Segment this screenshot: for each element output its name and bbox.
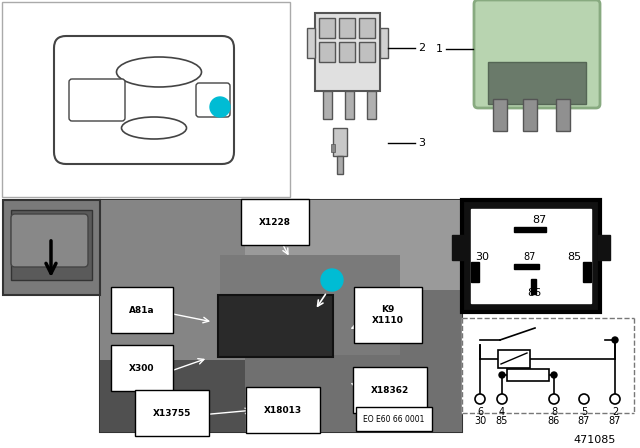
Bar <box>100 360 245 432</box>
Bar <box>514 264 539 269</box>
Bar <box>339 42 355 62</box>
Bar <box>359 18 375 38</box>
Bar <box>471 209 591 303</box>
Bar <box>523 99 537 131</box>
Text: 4: 4 <box>499 407 505 417</box>
Bar <box>319 42 335 62</box>
Text: 5: 5 <box>581 407 587 417</box>
Circle shape <box>612 337 618 343</box>
Circle shape <box>551 372 557 378</box>
Bar <box>462 318 634 413</box>
Text: 1: 1 <box>328 275 336 285</box>
Text: X13755: X13755 <box>153 409 191 418</box>
Circle shape <box>549 394 559 404</box>
Bar <box>359 42 375 62</box>
Bar <box>323 91 332 119</box>
Text: 87: 87 <box>532 215 546 225</box>
Bar <box>339 18 355 38</box>
Circle shape <box>610 394 620 404</box>
Text: X300: X300 <box>129 363 155 372</box>
Bar <box>100 200 245 432</box>
Text: EO E60 66 0001: EO E60 66 0001 <box>364 414 425 423</box>
Text: 87: 87 <box>609 416 621 426</box>
Bar <box>315 13 380 91</box>
Text: 1: 1 <box>435 44 442 54</box>
Bar <box>3 200 100 295</box>
Circle shape <box>321 269 343 291</box>
Text: 2: 2 <box>612 407 618 417</box>
Text: X18013: X18013 <box>264 405 302 414</box>
Bar <box>100 200 462 432</box>
Bar <box>319 18 335 38</box>
FancyBboxPatch shape <box>69 79 125 121</box>
Bar <box>345 91 354 119</box>
Bar <box>11 210 92 280</box>
Bar <box>514 227 546 232</box>
Circle shape <box>497 394 507 404</box>
FancyBboxPatch shape <box>474 0 600 108</box>
Bar <box>331 144 335 152</box>
Circle shape <box>475 394 485 404</box>
Bar <box>556 99 570 131</box>
Text: X1228: X1228 <box>259 217 291 227</box>
Bar <box>367 91 376 119</box>
Bar <box>531 279 536 294</box>
Text: 85: 85 <box>496 416 508 426</box>
Bar <box>462 200 600 312</box>
Bar <box>307 28 315 58</box>
Text: K9
X1110: K9 X1110 <box>372 305 404 325</box>
Bar <box>2 2 290 197</box>
Circle shape <box>499 372 505 378</box>
Text: 8: 8 <box>551 407 557 417</box>
Bar <box>488 62 586 104</box>
Bar <box>333 128 347 156</box>
Ellipse shape <box>116 57 202 87</box>
Text: A81a: A81a <box>129 306 155 314</box>
FancyBboxPatch shape <box>54 36 234 164</box>
Bar <box>471 262 479 282</box>
Circle shape <box>210 97 230 117</box>
Text: 86: 86 <box>527 288 541 298</box>
Bar <box>220 255 400 355</box>
Text: 86: 86 <box>548 416 560 426</box>
Bar <box>337 156 343 174</box>
Bar <box>493 99 507 131</box>
Text: 30: 30 <box>475 252 489 262</box>
Text: 87: 87 <box>524 252 536 262</box>
Text: X18362: X18362 <box>371 385 409 395</box>
Bar <box>598 235 610 260</box>
Text: 2: 2 <box>419 43 426 53</box>
Text: 471085: 471085 <box>574 435 616 445</box>
Bar <box>583 262 591 282</box>
Text: 87: 87 <box>578 416 590 426</box>
Bar <box>218 295 333 357</box>
Text: 1: 1 <box>216 102 223 112</box>
Bar <box>245 290 462 432</box>
FancyBboxPatch shape <box>196 83 230 117</box>
Bar <box>380 28 388 58</box>
Text: 3: 3 <box>419 138 426 148</box>
Text: 30: 30 <box>474 416 486 426</box>
Ellipse shape <box>122 117 186 139</box>
Circle shape <box>579 394 589 404</box>
FancyBboxPatch shape <box>11 214 88 267</box>
Text: 85: 85 <box>567 252 581 262</box>
Bar <box>498 350 530 368</box>
Bar <box>452 235 464 260</box>
Text: 6: 6 <box>477 407 483 417</box>
Bar <box>245 200 462 290</box>
Bar <box>507 369 549 381</box>
